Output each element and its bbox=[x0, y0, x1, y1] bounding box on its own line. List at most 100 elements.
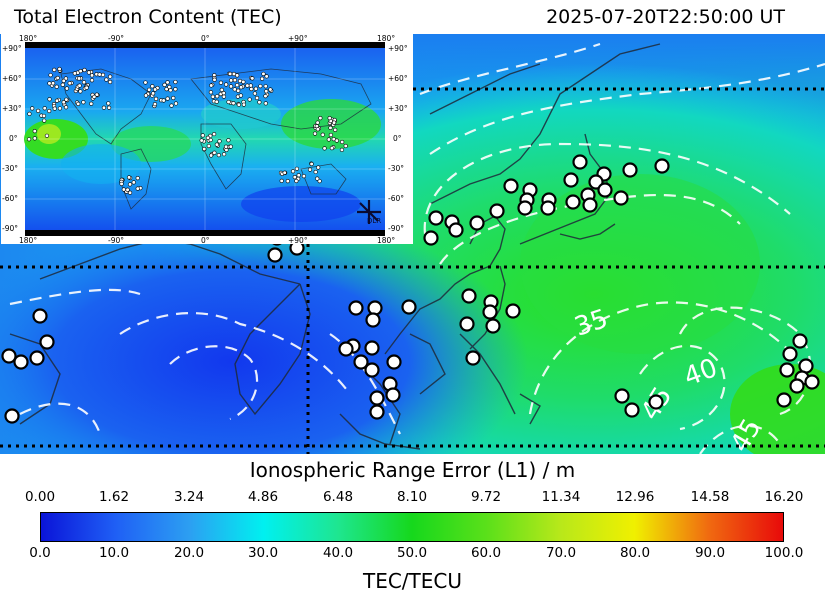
station-marker[interactable] bbox=[13, 354, 29, 370]
inset-station-marker bbox=[94, 92, 99, 97]
inset-top-label: 180° bbox=[19, 34, 37, 43]
inset-station-marker bbox=[296, 173, 301, 178]
station-marker[interactable] bbox=[597, 182, 613, 198]
inset-station-marker bbox=[121, 187, 126, 192]
inset-station-marker bbox=[294, 178, 299, 184]
station-marker[interactable] bbox=[369, 404, 385, 420]
station-marker[interactable] bbox=[485, 318, 501, 334]
inset-station-marker bbox=[147, 87, 152, 92]
station-marker[interactable] bbox=[565, 194, 581, 210]
range-tick: 1.62 bbox=[98, 489, 130, 505]
inset-station-marker bbox=[143, 80, 148, 85]
inset-station-marker bbox=[212, 150, 217, 155]
station-marker[interactable] bbox=[572, 154, 588, 170]
station-marker[interactable] bbox=[648, 394, 664, 410]
station-marker[interactable] bbox=[792, 333, 808, 349]
inset-station-marker bbox=[135, 186, 140, 191]
station-marker[interactable] bbox=[428, 210, 444, 226]
inset-station-marker bbox=[250, 76, 255, 81]
station-marker[interactable] bbox=[348, 300, 364, 316]
inset-station-marker bbox=[333, 127, 338, 132]
station-marker[interactable] bbox=[401, 299, 417, 315]
inset-station-marker bbox=[127, 190, 133, 195]
inset-station-marker bbox=[36, 108, 41, 113]
inset-station-marker bbox=[232, 87, 237, 92]
station-marker[interactable] bbox=[267, 247, 283, 263]
world-inset[interactable]: DLR 180° -90° 0° +90° 180° 180° -90° 0° … bbox=[1, 34, 413, 244]
station-marker[interactable] bbox=[32, 308, 48, 324]
station-marker[interactable] bbox=[448, 222, 464, 238]
station-marker[interactable] bbox=[622, 162, 638, 178]
station-marker[interactable] bbox=[353, 354, 369, 370]
station-marker[interactable] bbox=[29, 350, 45, 366]
inset-station-marker bbox=[153, 87, 158, 92]
inset-station-marker bbox=[221, 90, 226, 96]
station-marker[interactable] bbox=[39, 334, 55, 350]
tec-tick: 30.0 bbox=[247, 545, 279, 561]
inset-station-marker bbox=[72, 71, 77, 76]
station-marker[interactable] bbox=[563, 172, 579, 188]
inset-station-marker bbox=[212, 77, 217, 82]
inset-station-marker bbox=[101, 105, 107, 110]
inset-station-marker bbox=[249, 86, 254, 92]
station-marker[interactable] bbox=[505, 303, 521, 319]
inset-station-marker bbox=[119, 181, 124, 187]
range-tick: 4.86 bbox=[247, 489, 279, 505]
inset-station-marker bbox=[108, 79, 113, 85]
station-marker[interactable] bbox=[654, 158, 670, 174]
station-marker[interactable] bbox=[503, 178, 519, 194]
station-marker[interactable] bbox=[613, 190, 629, 206]
inset-station-marker bbox=[42, 106, 47, 111]
inset-station-marker bbox=[228, 71, 233, 76]
dlr-logo-text: DLR bbox=[367, 217, 381, 225]
inset-left-label: -60° bbox=[2, 194, 18, 203]
tec-colorbar bbox=[40, 512, 784, 542]
inset-station-marker bbox=[209, 83, 214, 88]
inset-left-label: +30° bbox=[2, 104, 22, 113]
inset-station-marker bbox=[48, 73, 53, 78]
inset-station-marker bbox=[282, 170, 287, 175]
station-marker[interactable] bbox=[369, 390, 385, 406]
station-marker[interactable] bbox=[386, 354, 402, 370]
station-marker[interactable] bbox=[367, 300, 383, 316]
inset-station-marker bbox=[257, 100, 262, 105]
station-marker[interactable] bbox=[4, 408, 20, 424]
station-marker[interactable] bbox=[338, 341, 354, 357]
inset-station-marker bbox=[263, 101, 268, 106]
station-marker[interactable] bbox=[624, 402, 640, 418]
station-marker[interactable] bbox=[540, 200, 556, 216]
station-marker[interactable] bbox=[1, 348, 17, 364]
station-marker[interactable] bbox=[789, 378, 805, 394]
inset-left-label: +60° bbox=[2, 74, 22, 83]
station-marker[interactable] bbox=[461, 288, 477, 304]
inset-station-marker bbox=[228, 144, 233, 149]
station-marker[interactable] bbox=[804, 374, 820, 390]
station-marker[interactable] bbox=[364, 340, 380, 356]
station-marker[interactable] bbox=[482, 304, 498, 320]
inset-station-marker bbox=[326, 137, 331, 142]
station-marker[interactable] bbox=[614, 388, 630, 404]
range-tick: 3.24 bbox=[173, 489, 205, 505]
tec-tick: 20.0 bbox=[173, 545, 205, 561]
station-marker[interactable] bbox=[465, 350, 481, 366]
station-marker[interactable] bbox=[517, 200, 533, 216]
station-marker[interactable] bbox=[776, 392, 792, 408]
station-marker[interactable] bbox=[364, 362, 380, 378]
inset-bottom-label: 180° bbox=[377, 236, 395, 244]
station-marker[interactable] bbox=[365, 312, 381, 328]
station-marker[interactable] bbox=[582, 197, 598, 213]
inset-station-marker bbox=[27, 111, 32, 116]
station-marker[interactable] bbox=[779, 362, 795, 378]
inset-station-marker bbox=[263, 84, 268, 89]
station-marker[interactable] bbox=[489, 203, 505, 219]
inset-station-marker bbox=[232, 78, 238, 83]
station-marker[interactable] bbox=[423, 230, 439, 246]
range-tick: 12.96 bbox=[615, 489, 655, 505]
inset-station-marker bbox=[228, 78, 234, 83]
station-marker[interactable] bbox=[782, 346, 798, 362]
station-marker[interactable] bbox=[385, 387, 401, 403]
station-marker[interactable] bbox=[459, 316, 475, 332]
inset-station-marker bbox=[97, 72, 102, 77]
station-marker[interactable] bbox=[469, 215, 485, 231]
inset-station-marker bbox=[222, 152, 227, 157]
